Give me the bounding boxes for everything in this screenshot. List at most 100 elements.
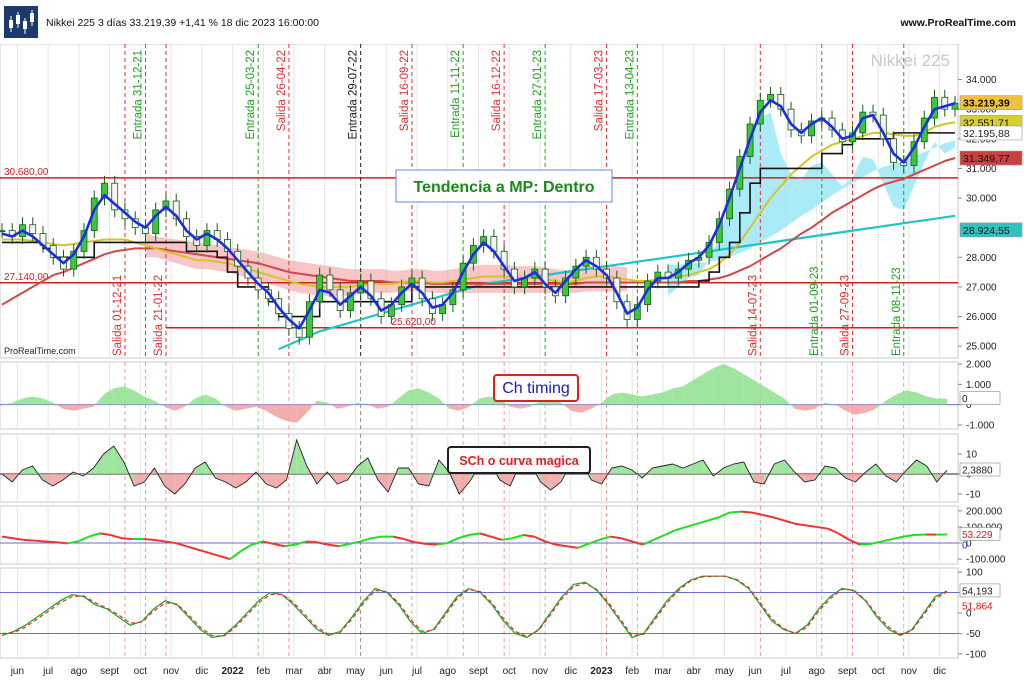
month-tick-label: feb [625, 666, 639, 677]
month-tick-label: abr [318, 666, 333, 677]
area-segment [134, 390, 145, 405]
area-segment [52, 402, 63, 409]
area-segment [906, 460, 917, 474]
momentum-segment [45, 540, 57, 544]
panel-value-label: 53.229 [962, 530, 993, 541]
area-segment [418, 474, 429, 486]
area-segment [825, 466, 836, 474]
area-segment [22, 466, 33, 474]
momentum-segment [273, 542, 285, 548]
momentum-segment [523, 534, 535, 538]
momentum-segment [555, 543, 567, 548]
candle-body [326, 274, 334, 291]
area-segment [550, 474, 561, 490]
area-segment [306, 400, 317, 413]
area-segment [560, 402, 572, 411]
candle-body [295, 327, 303, 338]
momentum-segment [490, 535, 502, 541]
momentum-segment [175, 542, 187, 548]
month-tick-label: sept [838, 666, 857, 677]
area-segment [530, 400, 541, 407]
momentum-segment [860, 542, 872, 546]
area-segment [540, 474, 551, 490]
momentum-segment [903, 534, 915, 538]
area-segment [357, 402, 368, 405]
area-segment [784, 398, 795, 409]
area-segment [123, 386, 135, 405]
signal-label: Entrada 11-11-22 [450, 50, 462, 138]
signal-label: Entrada 31-12-21 [132, 50, 144, 140]
candle-body [172, 200, 180, 220]
area-segment [591, 474, 602, 484]
momentum-segment [729, 510, 741, 514]
site-link[interactable]: www.ProRealTime.com [900, 17, 1016, 29]
momentum-segment [664, 529, 676, 536]
panel-tick-label: 1.000 [966, 380, 991, 391]
candle-body [193, 236, 201, 246]
price-label-box [959, 125, 1023, 141]
area-segment [195, 462, 206, 474]
area-segment [42, 398, 53, 405]
area-segment [733, 368, 744, 405]
signal-label: Entrada 29-07-22 [348, 50, 360, 140]
area-segment [621, 392, 632, 405]
candle-body [654, 271, 662, 282]
momentum-segment [262, 540, 274, 545]
area-segment [256, 404, 267, 411]
price-label-box [959, 150, 1023, 166]
area-segment [337, 404, 348, 409]
candlestick-logo-icon [4, 6, 38, 38]
area-segment [753, 474, 765, 484]
area-segment [357, 458, 368, 474]
area-segment [621, 466, 632, 474]
momentum-segment [642, 538, 655, 546]
panel-value-box [959, 462, 1001, 477]
candle-body [306, 301, 313, 338]
panel-label-box [447, 446, 591, 474]
month-tick-label: oct [503, 666, 517, 677]
area-segment [743, 374, 754, 405]
momentum-segment [306, 540, 318, 544]
area-segment [794, 404, 805, 411]
area-segment [52, 474, 63, 486]
panel-tick-label: 0 [966, 400, 972, 411]
area-segment [916, 392, 927, 405]
candle-body [336, 289, 344, 312]
area-segment [296, 440, 307, 474]
momentum-segment [197, 548, 209, 554]
instrument-watermark: Nikkei 225 [871, 51, 950, 70]
area-segment [459, 404, 470, 411]
area-segment [520, 404, 531, 409]
momentum-segment [816, 525, 828, 530]
panel-value-label: 54,193 [962, 586, 993, 597]
month-tick-label: nov [163, 666, 179, 677]
area-segment [692, 460, 704, 474]
price-tick-label: 34.000 [966, 75, 997, 86]
momentum-segment [707, 516, 720, 522]
momentum-segment [284, 543, 296, 548]
area-segment [886, 394, 897, 405]
area-segment [479, 396, 490, 405]
momentum-segment [577, 542, 589, 549]
candle-body [941, 96, 949, 110]
area-segment [449, 404, 460, 411]
month-tick-label: ago [71, 666, 88, 677]
momentum-segment [371, 535, 383, 540]
area-segment [398, 390, 409, 405]
signal-label: Entrada 27-01-23 [532, 50, 544, 140]
level-label: 25.620,00 [391, 317, 436, 328]
momentum-segment [77, 535, 90, 543]
candle-body [777, 93, 785, 110]
momentum-segment [696, 519, 709, 525]
area-segment [205, 394, 216, 405]
area-segment [835, 404, 846, 411]
momentum-segment [240, 543, 253, 552]
area-segment [266, 474, 277, 488]
momentum-segment [794, 522, 806, 527]
area-segment [672, 386, 683, 405]
momentum-segment [620, 537, 633, 543]
momentum-segment [164, 540, 176, 545]
momentum-segment [599, 535, 611, 541]
area-segment [581, 404, 592, 413]
area-segment [733, 462, 744, 474]
